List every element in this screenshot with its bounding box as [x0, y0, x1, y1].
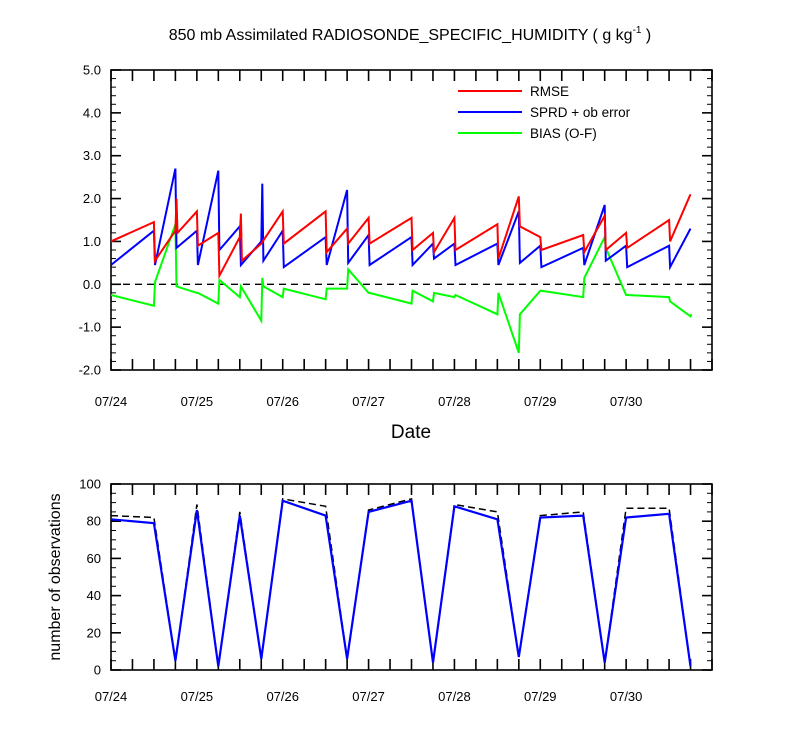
- legend-label: RMSE: [530, 84, 569, 99]
- series-line-bias-o-f: [111, 223, 693, 354]
- x-tick-label: 07/25: [181, 689, 214, 704]
- x-tick-label: 07/27: [352, 394, 385, 409]
- plot-frame: [110, 483, 713, 671]
- obs-line-used: [111, 499, 692, 667]
- x-tick-label: 07/29: [524, 394, 557, 409]
- y-axis-label-bottom: number of observations: [47, 493, 64, 660]
- x-tick-label: 07/26: [266, 394, 299, 409]
- y-tick-label: 20: [87, 625, 101, 640]
- y-tick-label: 3.0: [83, 148, 101, 163]
- y-tick-label: 40: [87, 588, 101, 603]
- y-tick-label: 2.0: [83, 191, 101, 206]
- y-tick-label: 0.0: [83, 277, 101, 292]
- chart-title-end: ): [641, 27, 651, 44]
- x-tick-label: 07/28: [438, 394, 471, 409]
- legend-label: BIAS (O-F): [530, 126, 597, 141]
- chart-title: 850 mb Assimilated RADIOSONDE_SPECIFIC_H…: [169, 25, 652, 44]
- y-tick-label: 1.0: [83, 234, 101, 249]
- series-line-sprd-ob-error: [111, 168, 692, 271]
- y-tick-label: 60: [87, 551, 101, 566]
- x-tick-label: 07/24: [95, 394, 128, 409]
- y-tick-label: -2.0: [79, 363, 101, 378]
- series-line-rmse: [111, 193, 692, 280]
- bottom-chart: 0 20 40 60 80 100 07/24 07/25 07/26 07/27 07/28 07/…: [79, 477, 713, 704]
- x-tick-label: 07/29: [524, 689, 557, 704]
- x-tick-label: 07/28: [438, 689, 471, 704]
- y-tick-label: -1.0: [79, 320, 101, 335]
- y-tick-label: 0: [94, 663, 101, 678]
- y-tick-label: 100: [79, 477, 101, 492]
- x-tick-label: 07/30: [610, 689, 643, 704]
- y-tick-label: 5.0: [83, 63, 101, 78]
- x-tick-label: 07/26: [266, 689, 299, 704]
- y-tick-label: 4.0: [83, 105, 101, 120]
- chart-title-sup: -1: [633, 25, 642, 36]
- legend-label: SPRD + ob error: [530, 105, 631, 120]
- chart-title-main: 850 mb Assimilated RADIOSONDE_SPECIFIC_H…: [169, 27, 633, 44]
- x-tick-label: 07/25: [181, 394, 214, 409]
- x-tick-label: 07/27: [352, 689, 385, 704]
- top-chart: -2.0 -1.0 0.0 1.0 2.0 3.0 4.0 5.0 07/24 07/25 07/2…: [79, 63, 713, 409]
- obs-line-possible: [111, 497, 692, 667]
- x-axis-label: Date: [391, 422, 431, 443]
- x-tick-label: 07/30: [610, 394, 643, 409]
- y-tick-label: 80: [87, 514, 101, 529]
- x-tick-label: 07/24: [95, 689, 128, 704]
